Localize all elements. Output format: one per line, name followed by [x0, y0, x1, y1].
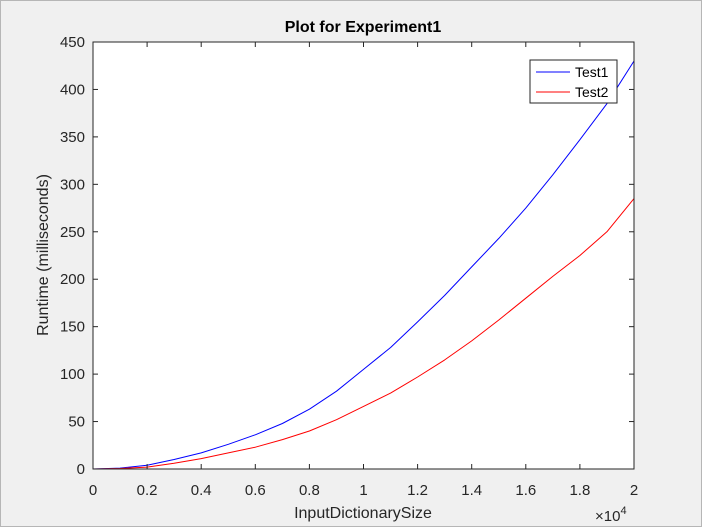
x-tick-label: 1.6	[515, 482, 536, 499]
y-tick-label: 50	[68, 414, 85, 431]
y-axis-label: Runtime (milliseconds)	[35, 174, 52, 336]
y-axis-ticks: 0 50 100 150 200 250 300 350 400 450	[60, 34, 634, 478]
chart-title: Plot for Experiment1	[285, 19, 442, 36]
y-tick-label: 250	[60, 224, 85, 241]
axes-background	[93, 42, 634, 469]
legend-box	[529, 59, 618, 104]
x-axis-exponent: ×104	[595, 505, 627, 525]
y-tick-label: 200	[60, 271, 85, 288]
x-tick-label: 0.2	[137, 482, 158, 499]
legend-label-test1: Test1	[575, 64, 609, 80]
x-tick-label: 0	[89, 482, 97, 499]
y-tick-label: 350	[60, 129, 85, 146]
x-tick-label: 0.8	[299, 482, 320, 499]
x-tick-label: 1	[359, 482, 367, 499]
series-line-test1	[92, 60, 635, 470]
x-tick-label: 0.4	[191, 482, 212, 499]
x-axis-ticks: 0 0.2 0.4 0.6 0.8 1 1.2 1.4 1.6 1.8 2	[89, 42, 638, 499]
x-axis-exponent-power: 4	[620, 505, 626, 517]
x-tick-label: 1.8	[569, 482, 590, 499]
y-tick-label: 100	[60, 366, 85, 383]
legend: Test1 Test2	[529, 59, 618, 104]
y-tick-label: 150	[60, 319, 85, 336]
y-tick-label: 400	[60, 81, 85, 98]
x-tick-label: 1.4	[461, 482, 482, 499]
x-tick-label: 1.2	[407, 482, 428, 499]
y-tick-label: 450	[60, 34, 85, 51]
x-axis-label: InputDictionarySize	[294, 505, 432, 522]
series-line-test2	[92, 198, 635, 470]
plot-lines	[92, 60, 635, 470]
x-tick-label: 2	[630, 482, 638, 499]
x-tick-label: 0.6	[245, 482, 266, 499]
legend-label-test2: Test2	[575, 84, 609, 100]
y-tick-label: 300	[60, 176, 85, 193]
y-tick-label: 0	[77, 461, 85, 478]
